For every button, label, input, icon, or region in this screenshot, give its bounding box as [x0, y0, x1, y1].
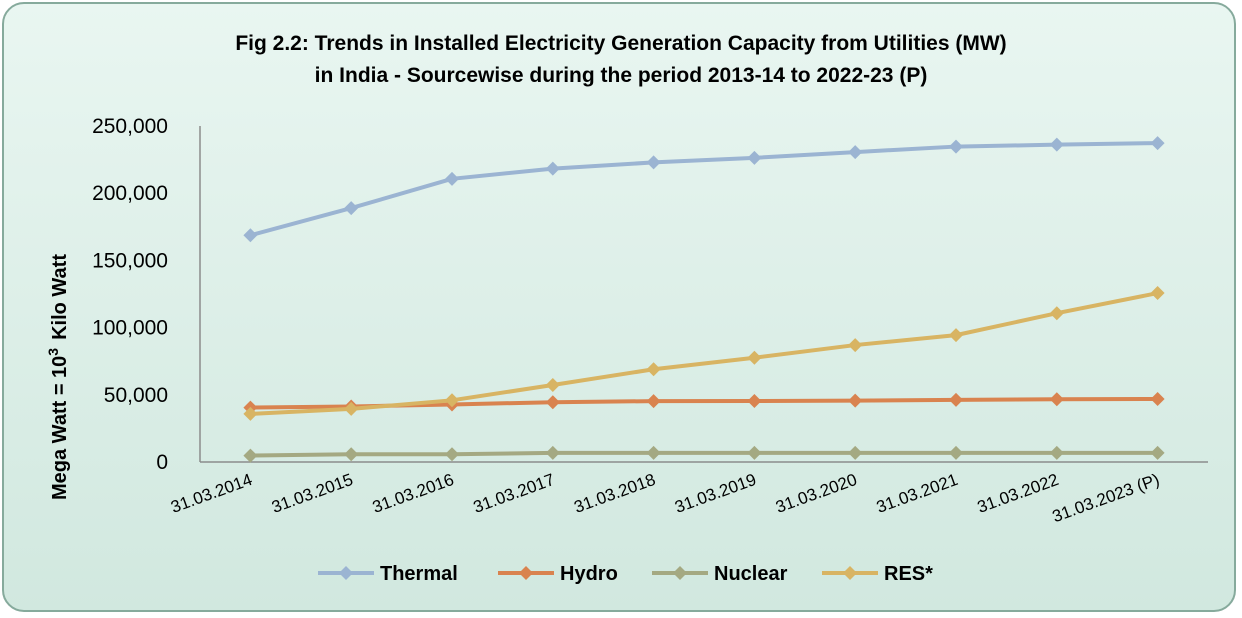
y-axis-label: Mega Watt = 103 Kilo Watt — [45, 254, 71, 500]
data-point — [949, 139, 963, 154]
data-point — [646, 394, 661, 409]
x-tick-label: 31.03.2021 — [874, 470, 960, 517]
legend-label: RES* — [884, 563, 933, 585]
data-point — [1150, 445, 1165, 460]
y-tick-label: 100,000 — [92, 317, 168, 340]
legend-label: Hydro — [560, 563, 618, 585]
y-tick-label: 200,000 — [92, 182, 168, 205]
data-point — [1049, 392, 1064, 407]
data-point — [1049, 137, 1064, 152]
legend-marker — [673, 566, 687, 580]
y-tick-label: 150,000 — [92, 249, 168, 272]
data-point — [747, 350, 762, 365]
data-point — [243, 406, 258, 421]
y-tick-label: 250,000 — [92, 115, 168, 138]
x-tick-label: 31.03.2018 — [572, 470, 658, 517]
data-point — [243, 448, 258, 463]
data-point — [344, 201, 359, 216]
chart-title: Fig 2.2: Trends in Installed Electricity… — [235, 32, 1006, 55]
legend-marker — [339, 566, 353, 580]
series-line-thermal — [249, 141, 1158, 238]
x-tick-label: 31.03.2023 (P) — [1050, 470, 1162, 526]
data-point — [747, 150, 762, 165]
data-point — [747, 393, 762, 408]
y-axis-label-sup: 3 — [45, 348, 61, 356]
data-point — [646, 362, 661, 377]
series-line-nuclear — [250, 450, 1158, 458]
y-axis-label-main: Mega Watt = 10 — [49, 356, 71, 500]
data-point — [243, 228, 258, 243]
x-tick-label: 31.03.2019 — [672, 470, 758, 517]
y-axis-label-suffix: Kilo Watt — [49, 254, 71, 340]
data-point — [646, 445, 661, 460]
x-tick-label: 31.03.2022 — [975, 470, 1061, 517]
x-tick-label: 31.03.2016 — [370, 470, 456, 517]
x-tick-label: 31.03.2020 — [773, 470, 859, 517]
data-point — [949, 328, 963, 343]
data-point — [848, 338, 863, 353]
data-point — [1049, 445, 1064, 460]
data-point — [1150, 136, 1165, 151]
legend-label: Thermal — [380, 563, 458, 585]
data-point — [445, 447, 459, 462]
x-tick-label: 31.03.2014 — [168, 470, 254, 517]
data-point — [1049, 306, 1064, 321]
legend-marker — [843, 566, 857, 580]
data-point — [747, 445, 762, 460]
data-point — [545, 445, 560, 460]
data-point — [949, 392, 963, 407]
x-tick-label: 31.03.2017 — [471, 470, 557, 517]
x-tick-label: 31.03.2015 — [269, 470, 355, 517]
data-point — [545, 395, 560, 410]
data-point — [445, 393, 459, 408]
legend-label: Nuclear — [714, 563, 788, 585]
data-point — [646, 155, 661, 170]
legend-marker — [519, 566, 533, 580]
data-point — [445, 171, 459, 186]
data-point — [848, 445, 863, 460]
data-point — [949, 445, 963, 460]
data-point — [1150, 286, 1165, 301]
data-point — [545, 377, 560, 392]
data-point — [344, 401, 359, 416]
chart-subtitle: in India - Sourcewise during the period … — [315, 64, 928, 87]
data-point — [1150, 391, 1165, 406]
data-point — [848, 145, 863, 160]
data-point — [545, 161, 560, 176]
y-tick-label: 50,000 — [104, 384, 168, 407]
y-tick-label: 0 — [156, 451, 168, 474]
series-line-res — [250, 291, 1158, 416]
data-point — [848, 393, 863, 408]
data-point — [344, 447, 359, 462]
